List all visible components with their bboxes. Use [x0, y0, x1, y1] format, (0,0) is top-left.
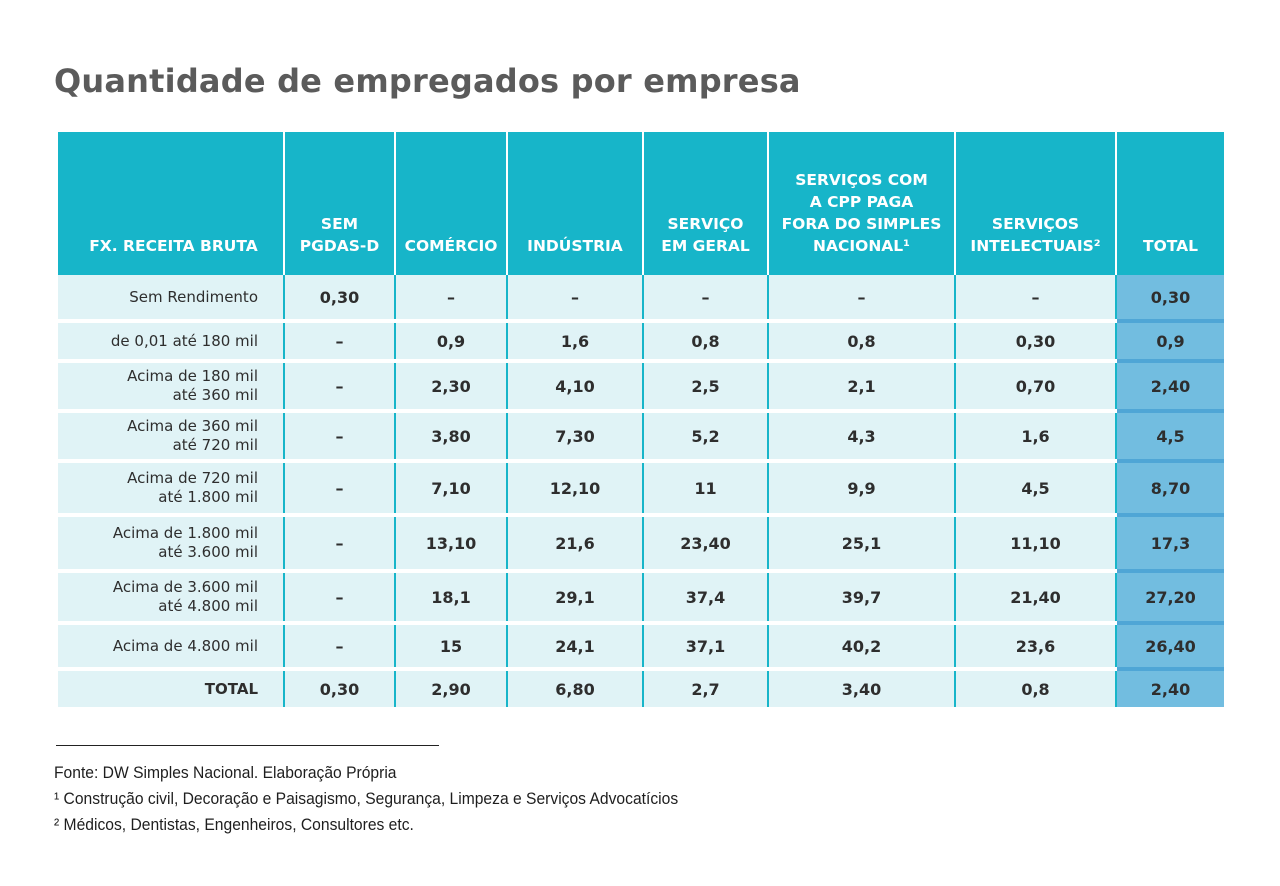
cell-servico-geral: 2,7: [643, 667, 769, 707]
cell-faixa: Sem Rendimento: [58, 275, 285, 321]
cell-total: 4,5: [1116, 409, 1224, 461]
cell-industria: 21,6: [507, 513, 644, 571]
cell-servicos-intelectuais: 11,10: [955, 513, 1117, 571]
cell-faixa: Acima de 4.800 mil: [58, 621, 285, 669]
footnote-1: ¹ Construção civil, Decoração e Paisagis…: [54, 789, 679, 808]
header-sem-pgdas: SEM PGDAS-D: [284, 132, 396, 275]
cell-comercio: 15: [395, 621, 508, 669]
table-row: Acima de 1.800 mil até 3.600 mil –13,10 21…: [58, 513, 1224, 571]
cell-sem-pgdas: –: [284, 621, 396, 669]
header-total: TOTAL: [1116, 132, 1224, 275]
cell-servicos-intelectuais: 0,70: [955, 359, 1117, 411]
cell-industria: 1,6: [507, 319, 644, 361]
table-row: Sem Rendimento 0,30– – – – –0,30: [58, 275, 1224, 321]
header-servico-geral: SERVIÇO EM GERAL: [643, 132, 769, 275]
cell-servico-geral: 0,8: [643, 319, 769, 361]
cell-servicos-intelectuais: 23,6: [955, 621, 1117, 669]
header-servicos-cpp: SERVIÇOS COM A CPP PAGA FORA DO SIMPLES …: [768, 132, 956, 275]
table-row: de 0,01 até 180 mil –0,9 1,6 0,8 0,8 0,30 0,9: [58, 319, 1224, 361]
cell-total: 2,40: [1116, 667, 1224, 707]
cell-comercio: 2,90: [395, 667, 508, 707]
cell-servicos-intelectuais: 21,40: [955, 569, 1117, 623]
cell-sem-pgdas: 0,30: [284, 275, 396, 321]
cell-servicos-cpp: 39,7: [768, 569, 956, 623]
cell-industria: 12,10: [507, 459, 644, 515]
cell-servicos-cpp: 25,1: [768, 513, 956, 571]
cell-servicos-cpp: 40,2: [768, 621, 956, 669]
cell-faixa: Acima de 720 mil até 1.800 mil: [58, 459, 285, 515]
source-note: Fonte: DW Simples Nacional. Elaboração P…: [54, 763, 397, 782]
cell-industria: 6,80: [507, 667, 644, 707]
cell-servicos-cpp: 3,40: [768, 667, 956, 707]
cell-industria: 29,1: [507, 569, 644, 623]
cell-faixa: TOTAL: [58, 667, 285, 707]
cell-faixa: de 0,01 até 180 mil: [58, 319, 285, 361]
cell-servicos-intelectuais: 4,5: [955, 459, 1117, 515]
cell-industria: –: [507, 275, 644, 321]
cell-sem-pgdas: –: [284, 569, 396, 623]
cell-servicos-intelectuais: 0,8: [955, 667, 1117, 707]
table-row: Acima de 360 mil até 720 mil –3,80 7,30 5,2…: [58, 409, 1224, 461]
cell-total: 0,9: [1116, 319, 1224, 361]
cell-servico-geral: 37,1: [643, 621, 769, 669]
cell-total: 0,30: [1116, 275, 1224, 321]
cell-servicos-cpp: –: [768, 275, 956, 321]
cell-total: 26,40: [1116, 621, 1224, 669]
cell-servicos-cpp: 9,9: [768, 459, 956, 515]
cell-comercio: 18,1: [395, 569, 508, 623]
cell-comercio: –: [395, 275, 508, 321]
cell-faixa: Acima de 360 mil até 720 mil: [58, 409, 285, 461]
cell-servico-geral: 2,5: [643, 359, 769, 411]
cell-servicos-cpp: 0,8: [768, 319, 956, 361]
cell-servico-geral: 5,2: [643, 409, 769, 461]
page-title: Quantidade de empregados por empresa: [54, 62, 801, 100]
cell-servicos-intelectuais: –: [955, 275, 1117, 321]
footnote-2: ² Médicos, Dentistas, Engenheiros, Consu…: [54, 815, 414, 834]
table-row: TOTAL 0,30 2,90 6,80 2,7 3,40 0,8 2,40: [58, 667, 1224, 707]
cell-faixa: Acima de 180 mil até 360 mil: [58, 359, 285, 411]
header-row: FX. RECEITA BRUTA SEM PGDAS-D COMÉRCIO I…: [58, 132, 1224, 275]
cell-servicos-cpp: 4,3: [768, 409, 956, 461]
cell-sem-pgdas: –: [284, 359, 396, 411]
cell-servico-geral: 37,4: [643, 569, 769, 623]
cell-industria: 24,1: [507, 621, 644, 669]
header-faixa-receita: FX. RECEITA BRUTA: [58, 132, 285, 275]
cell-comercio: 0,9: [395, 319, 508, 361]
cell-comercio: 3,80: [395, 409, 508, 461]
cell-sem-pgdas: –: [284, 319, 396, 361]
table-row: Acima de 180 mil até 360 mil –2,30 4,10 2,5…: [58, 359, 1224, 411]
cell-industria: 4,10: [507, 359, 644, 411]
table-row: Acima de 4.800 mil –15 24,1 37,1 40,2 23,6 26,…: [58, 621, 1224, 669]
table-row: Acima de 720 mil até 1.800 mil –7,10 12,10…: [58, 459, 1224, 515]
cell-comercio: 2,30: [395, 359, 508, 411]
cell-faixa: Acima de 3.600 mil até 4.800 mil: [58, 569, 285, 623]
cell-sem-pgdas: 0,30: [284, 667, 396, 707]
footnotes: Fonte: DW Simples Nacional. Elaboração P…: [54, 760, 678, 838]
header-industria: INDÚSTRIA: [507, 132, 644, 275]
cell-servicos-intelectuais: 1,6: [955, 409, 1117, 461]
cell-faixa: Acima de 1.800 mil até 3.600 mil: [58, 513, 285, 571]
cell-servico-geral: 11: [643, 459, 769, 515]
cell-sem-pgdas: –: [284, 409, 396, 461]
cell-total: 2,40: [1116, 359, 1224, 411]
cell-servicos-cpp: 2,1: [768, 359, 956, 411]
header-comercio: COMÉRCIO: [395, 132, 508, 275]
footnote-divider: [56, 745, 439, 746]
header-servicos-intelectuais: SERVIÇOS INTELECTUAIS²: [955, 132, 1117, 275]
cell-comercio: 7,10: [395, 459, 508, 515]
cell-sem-pgdas: –: [284, 513, 396, 571]
cell-industria: 7,30: [507, 409, 644, 461]
table-row: Acima de 3.600 mil até 4.800 mil –18,1 29,…: [58, 569, 1224, 623]
cell-total: 17,3: [1116, 513, 1224, 571]
cell-total: 8,70: [1116, 459, 1224, 515]
cell-servicos-intelectuais: 0,30: [955, 319, 1117, 361]
cell-sem-pgdas: –: [284, 459, 396, 515]
cell-comercio: 13,10: [395, 513, 508, 571]
cell-total: 27,20: [1116, 569, 1224, 623]
data-table: FX. RECEITA BRUTA SEM PGDAS-D COMÉRCIO I…: [58, 132, 1224, 707]
cell-servico-geral: 23,40: [643, 513, 769, 571]
cell-servico-geral: –: [643, 275, 769, 321]
